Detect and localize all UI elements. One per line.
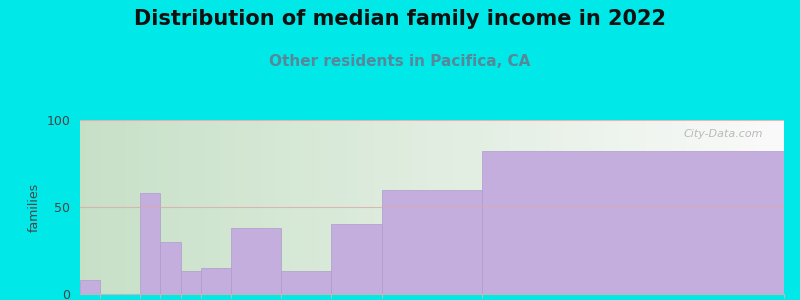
Bar	[140, 193, 161, 294]
Bar	[331, 224, 382, 294]
Bar	[281, 272, 331, 294]
Bar	[201, 268, 231, 294]
Bar	[181, 272, 201, 294]
Text: City-Data.com: City-Data.com	[683, 129, 763, 139]
Text: Other residents in Pacifica, CA: Other residents in Pacifica, CA	[270, 54, 530, 69]
Text: Distribution of median family income in 2022: Distribution of median family income in …	[134, 9, 666, 29]
Bar	[382, 190, 482, 294]
Y-axis label: families: families	[28, 182, 41, 232]
Bar	[231, 228, 281, 294]
Bar	[161, 242, 181, 294]
Bar	[80, 280, 100, 294]
Bar	[482, 151, 784, 294]
